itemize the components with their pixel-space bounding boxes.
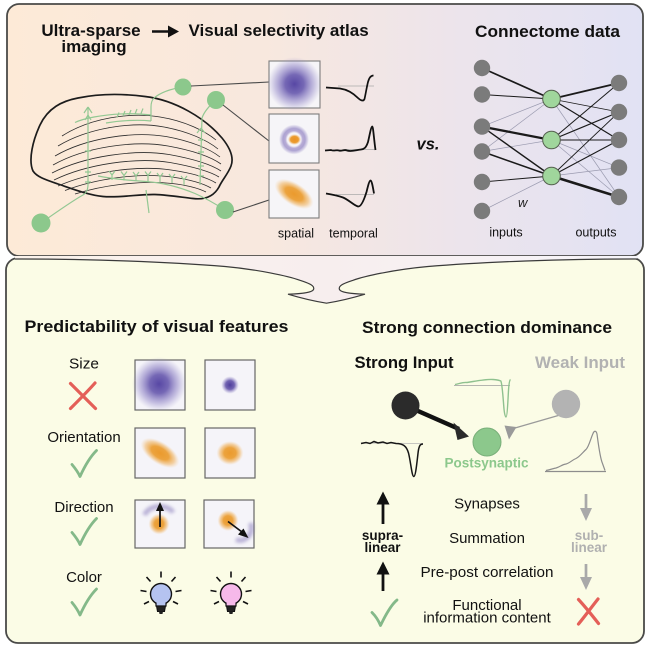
svg-text:Orientation: Orientation [47,429,120,446]
svg-text:Direction: Direction [54,499,113,516]
svg-text:inputs: inputs [489,226,522,240]
svg-text:Postsynaptic: Postsynaptic [444,456,529,471]
svg-text:vs.: vs. [417,136,440,154]
svg-text:information content: information content [423,610,551,627]
svg-text:Color: Color [66,569,102,586]
svg-text:linear: linear [364,540,401,555]
svg-text:Visual selectivity atlas: Visual selectivity atlas [189,21,369,40]
svg-text:imaging: imaging [61,37,126,56]
svg-text:sub-: sub- [575,528,604,543]
svg-text:Size: Size [69,356,99,373]
svg-text:Strong connection dominance: Strong connection dominance [362,318,612,337]
svg-text:Strong Input: Strong Input [355,354,455,372]
svg-text:outputs: outputs [575,226,616,240]
svg-text:Predictability of visual featu: Predictability of visual features [25,317,289,336]
svg-text:Summation: Summation [449,530,525,547]
svg-text:Ultra-sparse: Ultra-sparse [41,21,140,40]
svg-text:Weak Input: Weak Input [535,354,626,372]
svg-text:spatial: spatial [278,227,314,241]
svg-text:Functional: Functional [452,597,521,614]
svg-text:temporal: temporal [329,227,378,241]
svg-text:linear: linear [571,540,608,555]
svg-text:Synapses: Synapses [454,496,520,513]
svg-text:Connectome data: Connectome data [475,22,621,41]
svg-text:w: w [518,195,529,210]
svg-text:supra-: supra- [362,528,403,543]
svg-text:Pre-post correlation: Pre-post correlation [421,564,554,581]
